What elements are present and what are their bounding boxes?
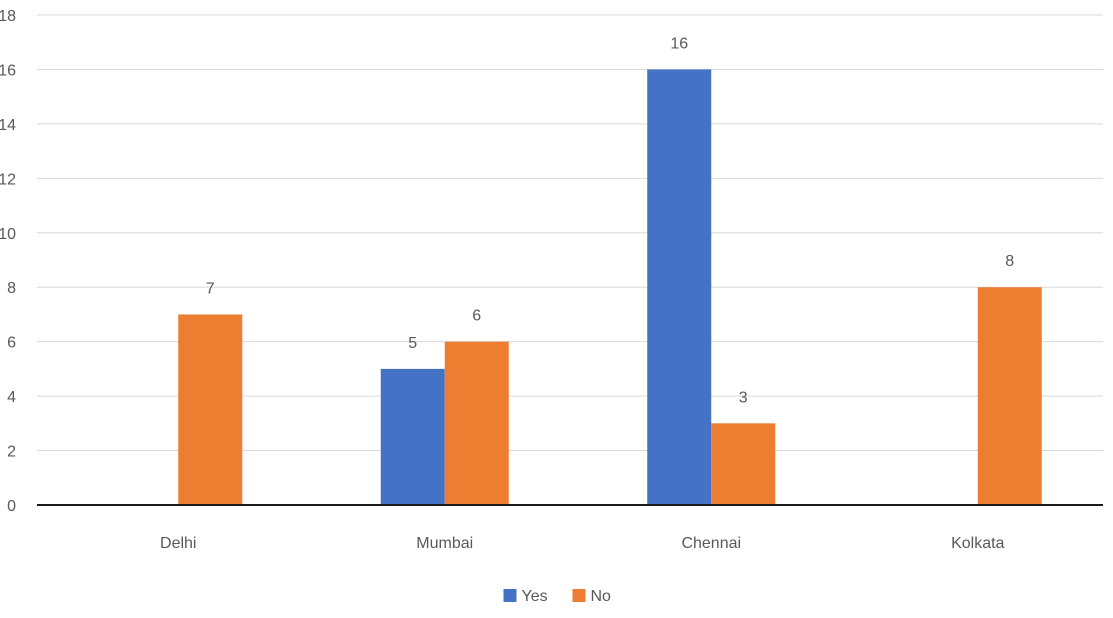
bar-no-delhi (178, 314, 242, 505)
category-label: Delhi (160, 535, 196, 552)
y-tick-label: 16 (0, 62, 16, 79)
bar-no-chennai (711, 423, 775, 505)
bar-no-kolkata (978, 287, 1042, 505)
data-label: 6 (472, 308, 481, 325)
y-tick-label: 14 (0, 117, 16, 134)
y-tick-label: 4 (7, 389, 16, 406)
y-tick-label: 0 (7, 498, 16, 515)
legend: Yes No (504, 588, 612, 605)
y-tick-label: 12 (0, 171, 16, 188)
bar-yes-chennai (647, 69, 711, 505)
y-axis-ticks: 0 2 4 6 8 10 12 14 16 18 (0, 8, 16, 515)
category-label: Chennai (681, 535, 741, 552)
data-label: 8 (1005, 253, 1014, 270)
y-tick-label: 2 (7, 444, 16, 461)
y-tick-label: 8 (7, 280, 16, 297)
bar-no-mumbai (445, 342, 509, 505)
x-axis-categories: Delhi Mumbai Chennai Kolkata (160, 535, 1005, 552)
y-tick-label: 6 (7, 335, 16, 352)
data-label: 5 (408, 335, 417, 352)
legend-swatch-no (573, 589, 586, 602)
data-label: 16 (670, 35, 688, 52)
data-label: 3 (739, 389, 748, 406)
legend-swatch-yes (504, 589, 517, 602)
y-tick-label: 18 (0, 8, 16, 25)
legend-label-yes: Yes (522, 588, 548, 605)
data-label: 7 (206, 280, 215, 297)
category-label: Kolkata (951, 535, 1004, 552)
y-tick-label: 10 (0, 226, 16, 243)
legend-label-no: No (591, 588, 612, 605)
category-label: Mumbai (416, 535, 473, 552)
data-labels: 7 5 6 16 3 8 (206, 35, 1015, 406)
bar-yes-mumbai (381, 369, 445, 505)
